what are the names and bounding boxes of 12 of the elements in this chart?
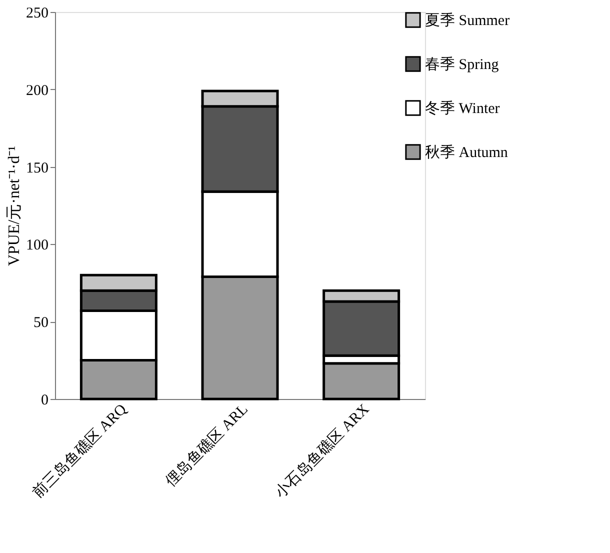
- y-tick-label: 150: [26, 160, 48, 176]
- y-tick-label: 250: [26, 6, 48, 22]
- legend-label: 秋季 Autumn: [425, 144, 508, 161]
- y-tick-label: 50: [34, 315, 48, 332]
- y-tick-label: 100: [26, 238, 48, 254]
- y-tick-label: 200: [26, 82, 48, 99]
- legend-label: 夏季 Summer: [425, 12, 510, 29]
- y-axis-title: VPUE/元·net⁻¹·d⁻¹: [6, 146, 23, 266]
- legend-label: 冬季 Winter: [425, 100, 500, 117]
- y-tick-label: 0: [41, 392, 48, 408]
- legend-label: 春季 Spring: [425, 56, 500, 73]
- x-tick-label: 俚岛鱼礁区 ARL: [162, 400, 252, 490]
